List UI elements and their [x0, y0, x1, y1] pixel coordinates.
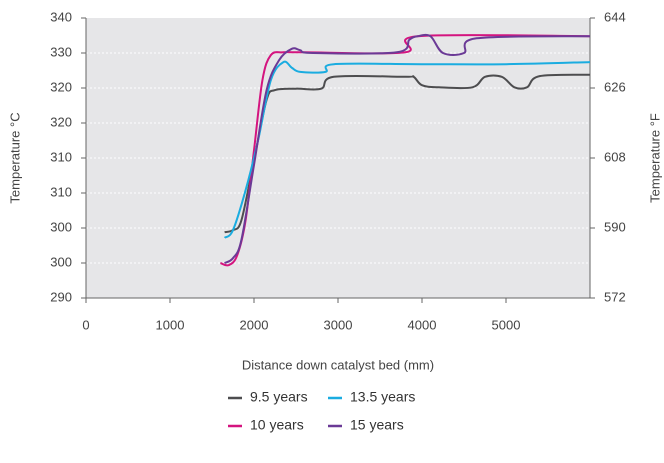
x-tick-label: 2000	[240, 317, 269, 332]
y-tick-label: 320	[50, 79, 72, 94]
legend-label: 10 years	[250, 417, 304, 433]
legend-label: 13.5 years	[350, 389, 415, 405]
y-tick-label: 320	[50, 114, 72, 129]
y-tick-label: 310	[50, 184, 72, 199]
y2-tick-label: 608	[604, 149, 626, 164]
legend-label: 9.5 years	[250, 389, 308, 405]
legend: 9.5 years 10 years 13.5 years 15 years	[228, 389, 415, 433]
x-axis-label: Distance down catalyst bed (mm)	[242, 357, 434, 372]
y2-tick-label: 644	[604, 9, 626, 24]
y2-tick-label: 572	[604, 289, 626, 304]
x-tick-label: 1000	[156, 317, 185, 332]
series-line	[220, 34, 591, 267]
y-tick-label: 340	[50, 9, 72, 24]
y-tick-label: 290	[50, 289, 72, 304]
legend-label: 15 years	[350, 417, 404, 433]
y-tick-label: 300	[50, 254, 72, 269]
y2-tick-label: 590	[604, 219, 626, 234]
x-tick-label: 0	[82, 317, 89, 332]
y-axis-label: Temperature °C	[7, 112, 22, 203]
x-tick-label: 3000	[324, 317, 353, 332]
x-tick-label: 4000	[408, 317, 437, 332]
y-tick-label: 310	[50, 149, 72, 164]
y-tick-label: 330	[50, 44, 72, 59]
series-line	[223, 60, 591, 239]
series-line	[224, 33, 591, 264]
x-tick-label: 5000	[492, 317, 521, 332]
y-tick-label: 300	[50, 219, 72, 234]
y2-axis-label: Temperature °F	[647, 113, 662, 203]
y2-tick-label: 626	[604, 79, 626, 94]
